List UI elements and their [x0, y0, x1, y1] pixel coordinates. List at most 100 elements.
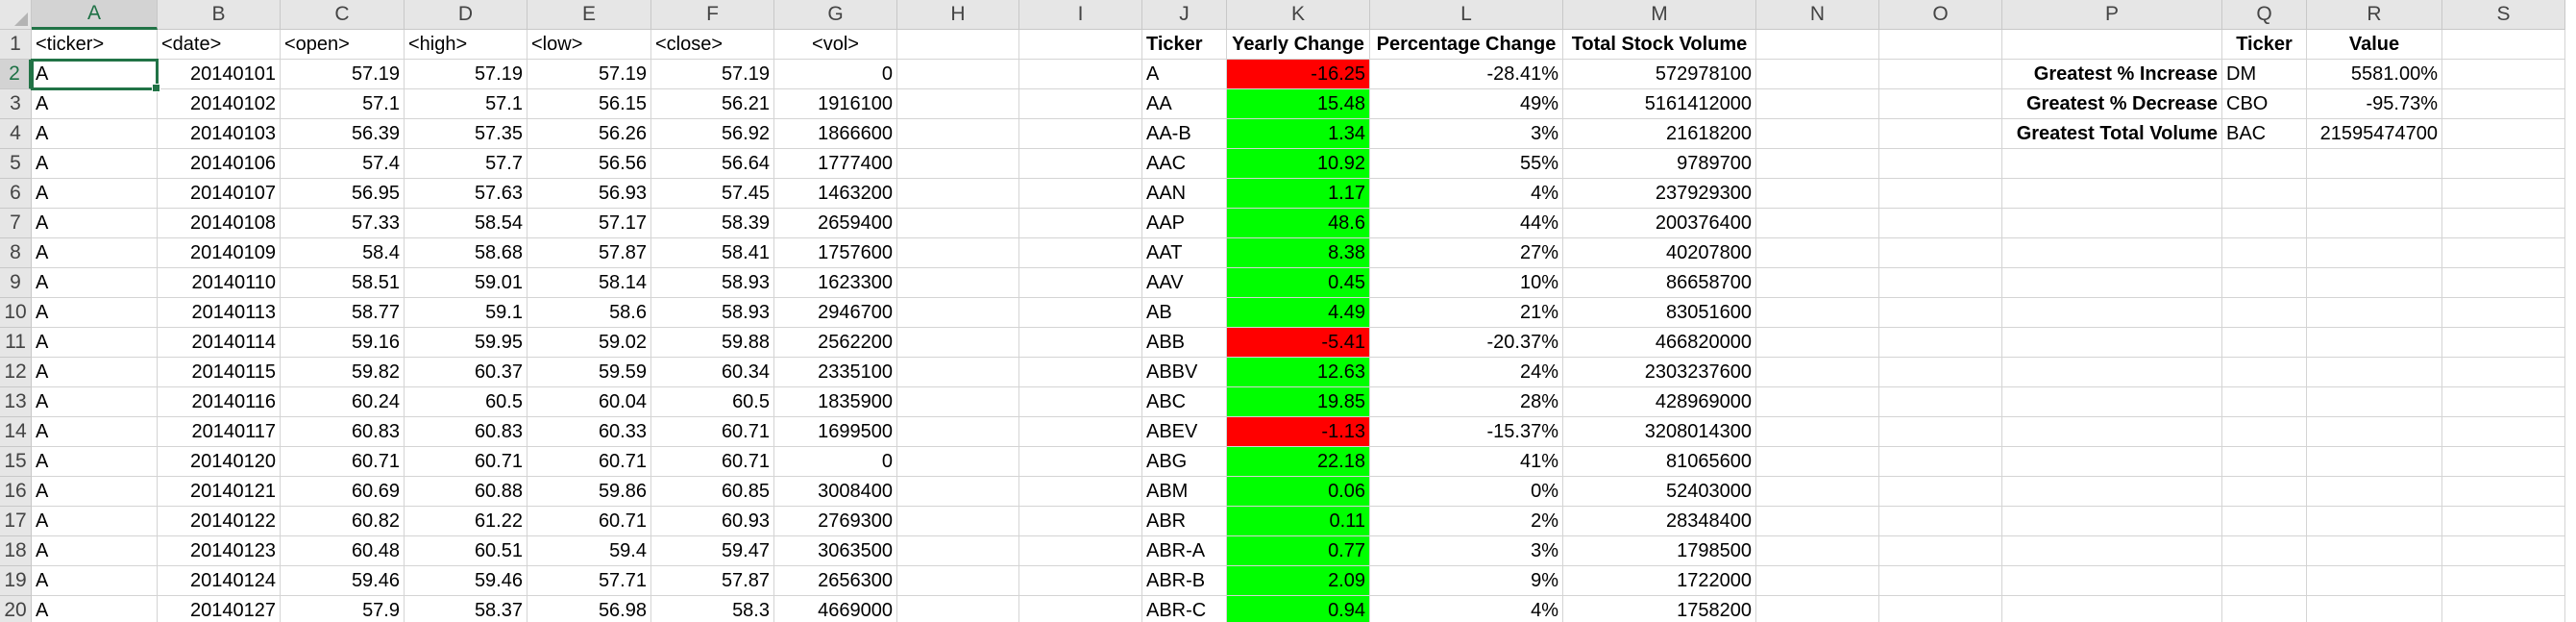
cell-n14[interactable] [1756, 417, 1879, 447]
cell-o9[interactable] [1879, 268, 2002, 298]
summary-ticker[interactable]: ABR-B [1142, 566, 1227, 596]
summary-header-percentage-change[interactable]: Percentage Change [1370, 30, 1563, 60]
greatest-label[interactable]: Greatest Total Volume [2002, 119, 2222, 149]
raw-cell-g18[interactable]: 3063500 [774, 536, 897, 566]
raw-header-high[interactable]: <high> [405, 30, 527, 60]
raw-cell-f8[interactable]: 58.41 [651, 238, 774, 268]
raw-cell-b11[interactable]: 20140114 [158, 328, 281, 358]
total-volume-cell[interactable]: 237929300 [1563, 179, 1756, 209]
raw-cell-d15[interactable]: 60.71 [405, 447, 527, 477]
percentage-change-cell[interactable]: 0% [1370, 477, 1563, 507]
cell-s8[interactable] [2442, 238, 2565, 268]
yearly-change-cell[interactable]: 19.85 [1227, 387, 1370, 417]
cell-o4[interactable] [1879, 119, 2002, 149]
raw-cell-g8[interactable]: 1757600 [774, 238, 897, 268]
raw-header-vol[interactable]: <vol> [774, 30, 897, 60]
summary-ticker[interactable]: AAT [1142, 238, 1227, 268]
cell-o2[interactable] [1879, 60, 2002, 89]
row-header-1[interactable]: 1 [0, 30, 32, 60]
cell-s3[interactable] [2442, 89, 2565, 119]
raw-cell-g13[interactable]: 1835900 [774, 387, 897, 417]
cell-i13[interactable] [1019, 387, 1142, 417]
raw-cell-d3[interactable]: 57.1 [405, 89, 527, 119]
raw-cell-d17[interactable]: 61.22 [405, 507, 527, 536]
raw-cell-c14[interactable]: 60.83 [281, 417, 405, 447]
cell-h3[interactable] [897, 89, 1019, 119]
cell-n17[interactable] [1756, 507, 1879, 536]
summary-ticker[interactable]: AA-B [1142, 119, 1227, 149]
cell-s16[interactable] [2442, 477, 2565, 507]
raw-cell-e10[interactable]: 58.6 [527, 298, 651, 328]
cell-i18[interactable] [1019, 536, 1142, 566]
cell-p1[interactable] [2002, 30, 2222, 60]
summary-ticker[interactable]: AA [1142, 89, 1227, 119]
raw-header-close[interactable]: <close> [651, 30, 774, 60]
cell-o12[interactable] [1879, 358, 2002, 387]
summary-ticker[interactable]: AB [1142, 298, 1227, 328]
yearly-change-cell[interactable]: -16.25 [1227, 60, 1370, 89]
cell-q11[interactable] [2222, 328, 2307, 358]
cell-s15[interactable] [2442, 447, 2565, 477]
raw-cell-f18[interactable]: 59.47 [651, 536, 774, 566]
column-header-n[interactable]: N [1756, 0, 1879, 30]
total-volume-cell[interactable]: 28348400 [1563, 507, 1756, 536]
percentage-change-cell[interactable]: 10% [1370, 268, 1563, 298]
cell-p18[interactable] [2002, 536, 2222, 566]
cell-s1[interactable] [2442, 30, 2565, 60]
cell-n13[interactable] [1756, 387, 1879, 417]
summary-ticker[interactable]: A [1142, 60, 1227, 89]
raw-cell-e20[interactable]: 56.98 [527, 596, 651, 622]
raw-cell-d2[interactable]: 57.19 [405, 60, 527, 89]
cell-o1[interactable] [1879, 30, 2002, 60]
cell-p7[interactable] [2002, 209, 2222, 238]
raw-cell-d16[interactable]: 60.88 [405, 477, 527, 507]
raw-cell-c2[interactable]: 57.19 [281, 60, 405, 89]
raw-cell-a8[interactable]: A [32, 238, 158, 268]
cell-n16[interactable] [1756, 477, 1879, 507]
cell-h11[interactable] [897, 328, 1019, 358]
raw-cell-e3[interactable]: 56.15 [527, 89, 651, 119]
cell-n8[interactable] [1756, 238, 1879, 268]
cell-i3[interactable] [1019, 89, 1142, 119]
column-header-o[interactable]: O [1879, 0, 2002, 30]
column-header-h[interactable]: H [897, 0, 1019, 30]
raw-cell-e14[interactable]: 60.33 [527, 417, 651, 447]
percentage-change-cell[interactable]: 4% [1370, 596, 1563, 622]
total-volume-cell[interactable]: 52403000 [1563, 477, 1756, 507]
cell-r17[interactable] [2307, 507, 2442, 536]
cell-r12[interactable] [2307, 358, 2442, 387]
greatest-header-ticker[interactable]: Ticker [2222, 30, 2307, 60]
total-volume-cell[interactable]: 5161412000 [1563, 89, 1756, 119]
cell-s12[interactable] [2442, 358, 2565, 387]
cell-i4[interactable] [1019, 119, 1142, 149]
row-header-6[interactable]: 6 [0, 179, 32, 209]
column-header-l[interactable]: L [1370, 0, 1563, 30]
raw-cell-a11[interactable]: A [32, 328, 158, 358]
raw-cell-e6[interactable]: 56.93 [527, 179, 651, 209]
cell-o11[interactable] [1879, 328, 2002, 358]
summary-header-yearly-change[interactable]: Yearly Change [1227, 30, 1370, 60]
total-volume-cell[interactable]: 1758200 [1563, 596, 1756, 622]
raw-cell-c17[interactable]: 60.82 [281, 507, 405, 536]
raw-cell-f16[interactable]: 60.85 [651, 477, 774, 507]
column-header-a[interactable]: A [32, 0, 158, 30]
summary-ticker[interactable]: AAC [1142, 149, 1227, 179]
raw-cell-g4[interactable]: 1866600 [774, 119, 897, 149]
raw-cell-a13[interactable]: A [32, 387, 158, 417]
raw-cell-a9[interactable]: A [32, 268, 158, 298]
raw-cell-f10[interactable]: 58.93 [651, 298, 774, 328]
raw-cell-c8[interactable]: 58.4 [281, 238, 405, 268]
raw-cell-g14[interactable]: 1699500 [774, 417, 897, 447]
total-volume-cell[interactable]: 3208014300 [1563, 417, 1756, 447]
cell-p19[interactable] [2002, 566, 2222, 596]
raw-cell-b17[interactable]: 20140122 [158, 507, 281, 536]
yearly-change-cell[interactable]: 2.09 [1227, 566, 1370, 596]
total-volume-cell[interactable]: 21618200 [1563, 119, 1756, 149]
cell-n18[interactable] [1756, 536, 1879, 566]
cell-p16[interactable] [2002, 477, 2222, 507]
raw-cell-a7[interactable]: A [32, 209, 158, 238]
raw-cell-d12[interactable]: 60.37 [405, 358, 527, 387]
cell-n15[interactable] [1756, 447, 1879, 477]
row-header-16[interactable]: 16 [0, 477, 32, 507]
cell-h15[interactable] [897, 447, 1019, 477]
